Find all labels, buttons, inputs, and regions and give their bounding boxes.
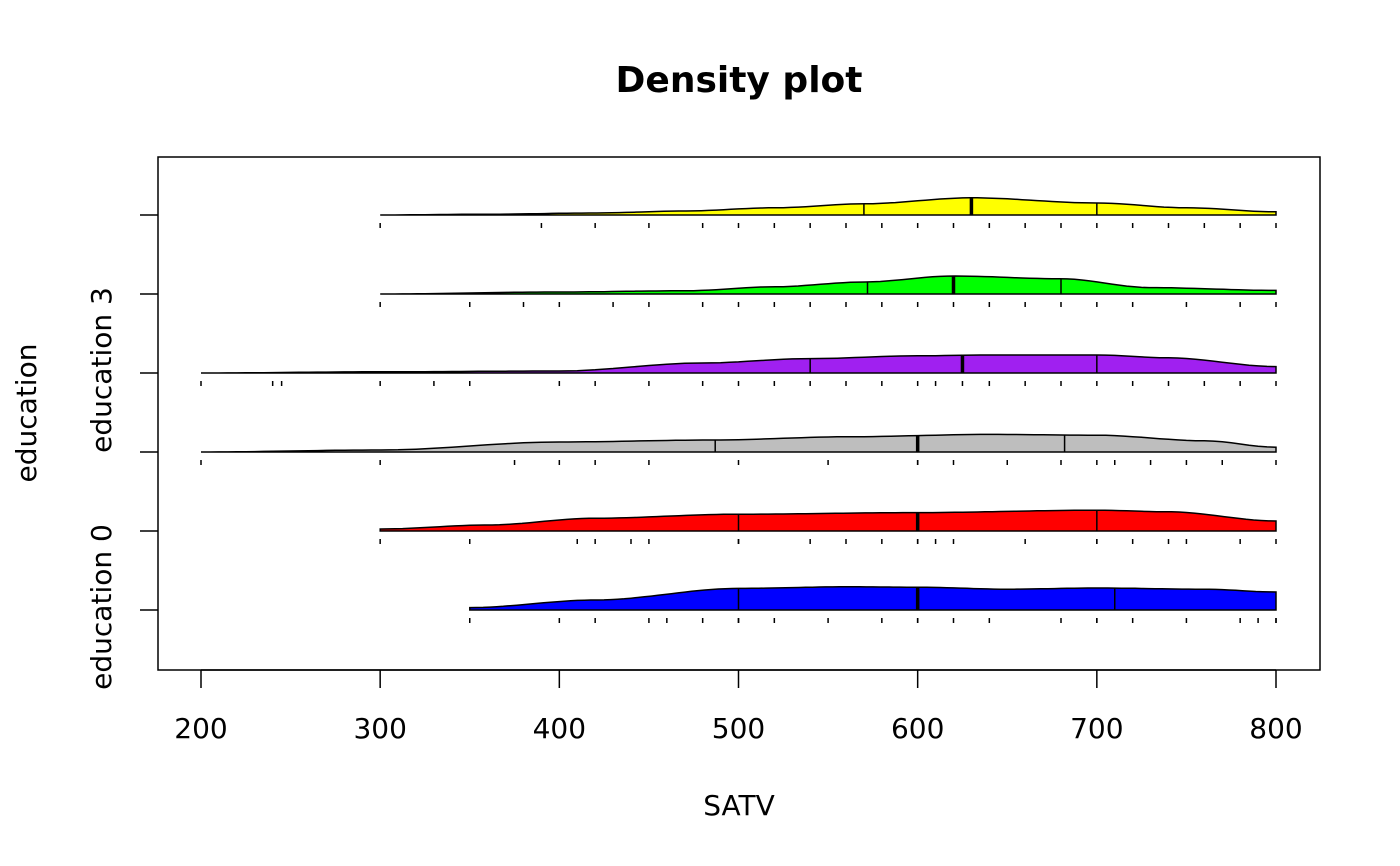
x-tick-label: 800 [1249,712,1302,745]
density-series-3 [200,354,1277,386]
x-tick-label: 700 [1070,712,1123,745]
density-area [201,354,1277,374]
x-axis: 200 300 400 500 600 700 800 [174,669,1303,745]
x-tick-label: 400 [533,712,586,745]
density-area [469,586,1277,611]
chart-title: Density plot [616,60,863,101]
density-series-1 [379,509,1277,544]
x-tick-label: 200 [174,712,227,745]
density-area [379,509,1277,532]
y-axis: education 0 education 3 [85,214,158,690]
y-tick-label: education 0 [85,524,118,690]
density-area [380,275,1277,295]
x-tick-label: 500 [712,712,765,745]
y-axis-title: education [10,344,43,483]
density-series-0 [469,586,1277,623]
x-tick-label: 300 [353,712,406,745]
x-axis-title: SATV [703,789,775,822]
density-series-4 [379,275,1277,307]
series-layer [200,197,1277,623]
density-series-5 [379,197,1277,228]
y-tick-label: education 3 [85,287,118,453]
density-series-2 [200,433,1277,465]
x-tick-label: 600 [891,712,944,745]
density-area [201,433,1277,453]
density-area [380,197,1277,216]
